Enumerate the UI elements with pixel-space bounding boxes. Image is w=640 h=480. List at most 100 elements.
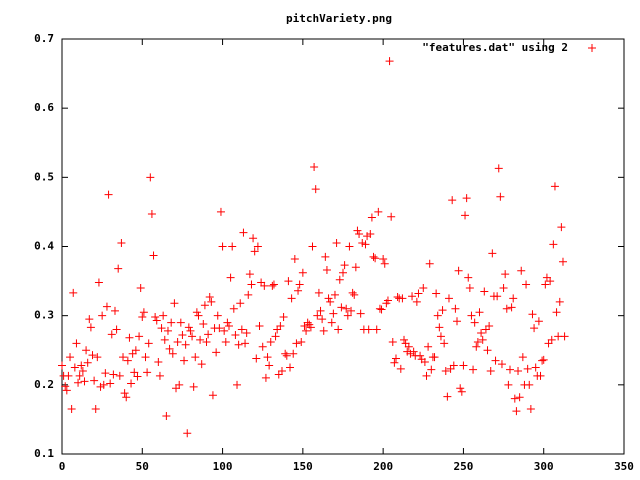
point — [451, 304, 460, 313]
point — [481, 325, 490, 334]
y-tick-label: 0.6 — [34, 101, 54, 114]
point — [525, 380, 534, 389]
point — [276, 322, 285, 331]
point — [483, 346, 492, 355]
point — [408, 292, 417, 301]
point — [234, 340, 243, 349]
point — [443, 392, 452, 401]
point — [350, 290, 359, 299]
point — [162, 411, 171, 420]
point — [541, 280, 550, 289]
point — [160, 335, 169, 344]
point — [526, 405, 535, 414]
point — [123, 356, 132, 365]
point — [135, 332, 144, 341]
point — [485, 322, 494, 331]
x-tick-label: 350 — [614, 460, 634, 473]
point — [461, 211, 470, 220]
point — [435, 323, 444, 332]
point — [77, 361, 86, 370]
point — [67, 405, 76, 414]
point — [531, 363, 540, 372]
point — [284, 277, 293, 286]
point — [268, 281, 277, 290]
point — [475, 308, 484, 317]
point — [184, 323, 193, 332]
point — [80, 377, 89, 386]
point — [528, 310, 537, 319]
point — [549, 240, 558, 249]
point — [308, 242, 317, 251]
point — [136, 284, 145, 292]
point — [522, 280, 531, 289]
point — [231, 331, 240, 340]
point — [404, 342, 413, 351]
point — [239, 228, 248, 237]
point — [127, 379, 136, 388]
point — [530, 324, 539, 333]
point — [88, 351, 97, 360]
point — [244, 290, 253, 299]
point — [154, 358, 163, 367]
point — [141, 353, 150, 362]
point — [247, 280, 256, 289]
point — [501, 270, 510, 279]
point — [147, 209, 156, 218]
point — [186, 326, 195, 335]
point — [72, 339, 81, 348]
x-tick-label: 300 — [534, 460, 554, 473]
point — [472, 342, 481, 351]
point — [444, 294, 453, 303]
point — [146, 173, 155, 182]
point — [260, 281, 269, 290]
point — [131, 346, 140, 355]
point — [255, 322, 264, 331]
point — [245, 270, 254, 279]
point — [64, 371, 73, 380]
point — [286, 363, 295, 372]
point — [191, 353, 200, 362]
point — [269, 280, 278, 289]
point — [372, 325, 381, 334]
point — [139, 308, 148, 317]
point — [340, 261, 349, 270]
point — [128, 349, 137, 358]
point — [396, 364, 405, 373]
point — [507, 303, 516, 312]
point — [515, 393, 524, 402]
point — [115, 371, 124, 380]
x-tick-label: 250 — [453, 460, 473, 473]
point — [66, 353, 75, 362]
point — [544, 339, 553, 348]
point — [122, 393, 131, 402]
point — [420, 358, 429, 367]
point — [257, 278, 266, 287]
point — [172, 384, 181, 393]
point — [345, 242, 354, 251]
point — [282, 351, 291, 360]
point — [110, 306, 119, 315]
point — [250, 247, 259, 256]
point — [358, 239, 367, 248]
point — [120, 389, 129, 398]
point — [542, 273, 551, 282]
point — [412, 297, 421, 306]
x-tick-label: 50 — [136, 460, 149, 473]
point — [391, 354, 400, 363]
point — [385, 57, 394, 66]
point — [310, 162, 319, 171]
point — [398, 294, 407, 303]
point — [314, 288, 323, 297]
point — [496, 192, 505, 201]
point — [130, 368, 139, 377]
point — [237, 325, 246, 334]
point — [173, 337, 182, 346]
point — [557, 223, 566, 232]
point — [70, 363, 79, 372]
point — [281, 349, 290, 358]
point — [387, 212, 396, 221]
point — [406, 349, 415, 358]
point — [366, 230, 375, 239]
point — [393, 292, 402, 301]
point — [192, 308, 201, 317]
